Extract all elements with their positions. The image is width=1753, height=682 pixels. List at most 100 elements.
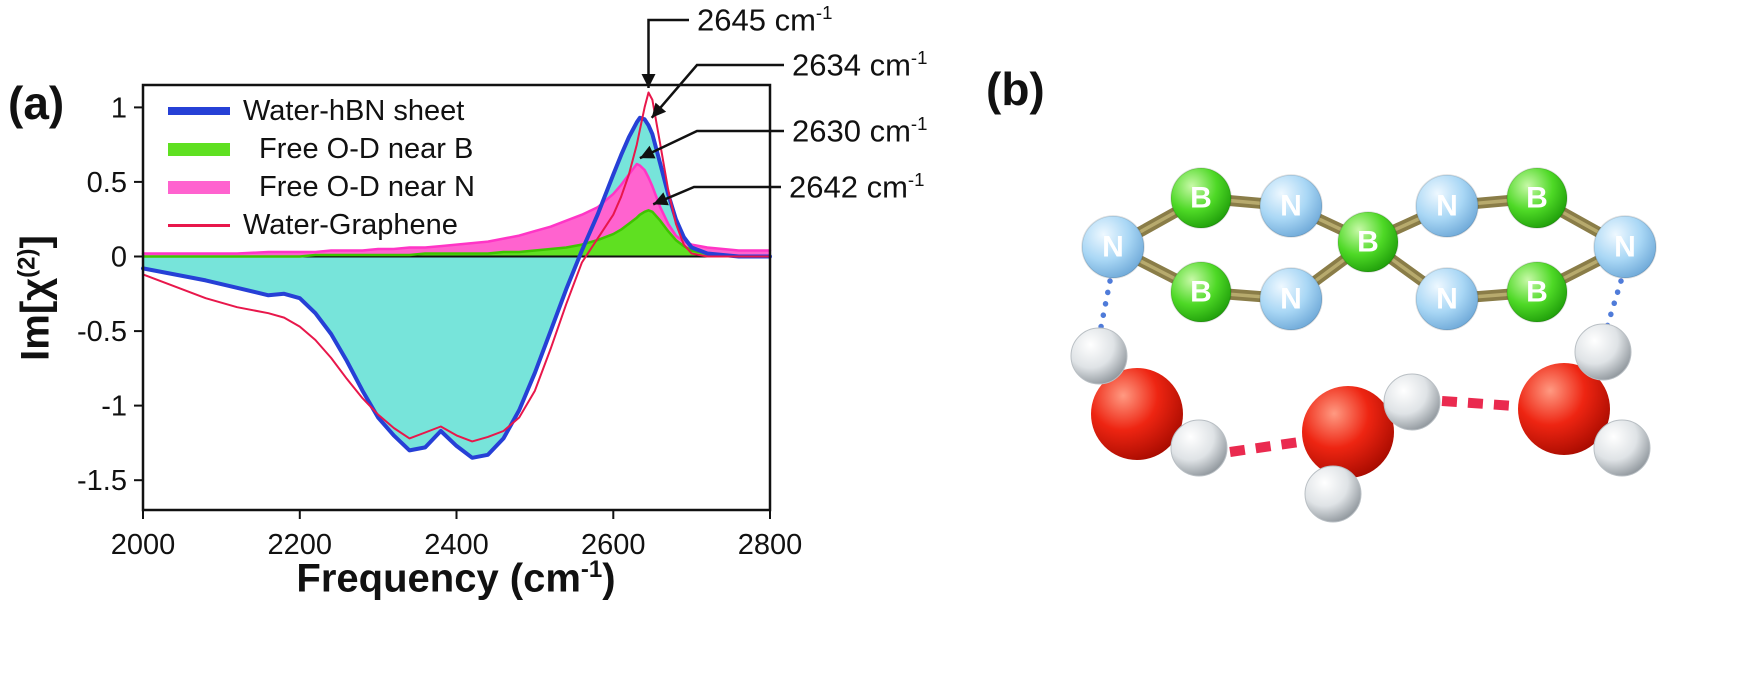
oxygen-atom (1518, 363, 1610, 455)
hydrogen-atom (1170, 419, 1228, 477)
legend-swatch-water-hbn (168, 107, 230, 115)
legend-swatch-free-od-b (168, 142, 230, 156)
annotation-arrow (641, 18, 689, 88)
y-axis-title-base: Im[χ (13, 277, 58, 361)
legend-label-water-graphene: Water-Graphene (243, 208, 458, 241)
y-tick-label: -0.5 (77, 316, 127, 348)
x-tick-label: 2000 (111, 529, 176, 561)
atom-label-N: N (1102, 231, 1124, 264)
x-tick-label: 2800 (738, 529, 803, 561)
water-water-hydrogen-bond (1441, 396, 1516, 411)
b-n-bond (1362, 236, 1453, 305)
atom-B (1506, 167, 1568, 229)
atom-B (1337, 211, 1399, 273)
atom-B (1170, 167, 1232, 229)
peak-annotation-text: 2642 cm (789, 169, 908, 205)
legend-label-water-hbn: Water-hBN sheet (243, 94, 465, 127)
hydrogen-atom (1304, 465, 1362, 523)
legend-item-water-hbn: Water-hBN sheet (168, 92, 475, 130)
peak-annotation-2634: 2634 cm-1 (792, 47, 927, 83)
atom-label-B: B (1357, 226, 1379, 259)
y-tick-label: 1 (111, 92, 127, 124)
panel-a-label: (a) (8, 77, 65, 129)
atom-label-B: B (1190, 182, 1212, 215)
y-axis-title-sup: (2) (13, 248, 41, 278)
b-n-bond (1107, 192, 1207, 253)
peak-annotation-sup: -1 (910, 47, 928, 68)
atom-N (1593, 215, 1657, 279)
atom-label-N: N (1614, 231, 1636, 264)
b-n-bond (1441, 286, 1543, 305)
legend-item-free-od-b: Free O-D near B (168, 130, 475, 168)
annotation-arrow (650, 63, 784, 119)
atom-label-B: B (1190, 276, 1212, 309)
atom-label-N: N (1436, 190, 1458, 223)
b-n-bond-highlight (1111, 245, 1203, 294)
atom-N (1415, 174, 1479, 238)
b-n-bond-highlight (1366, 240, 1449, 301)
atom-label-B: B (1526, 276, 1548, 309)
b-n-bond (1195, 286, 1297, 305)
x-axis-title: Frequency (cm-1) (296, 556, 615, 601)
x-axis-title-close: ) (602, 556, 616, 601)
hydrogen-atom (1070, 327, 1128, 385)
legend-item-water-graphene: Water-Graphene (168, 206, 475, 244)
x-axis-title-sup: -1 (580, 556, 603, 583)
legend: Water-hBN sheet Free O-D near B Free O-D… (168, 92, 475, 244)
b-n-bond-highlight (1289, 240, 1370, 301)
peak-annotation-text: 2630 cm (792, 113, 911, 149)
peak-annotation-sup: -1 (815, 2, 833, 23)
b-n-bond-highlight (1535, 245, 1627, 294)
b-n-bond (1285, 236, 1374, 305)
b-n-bond-highlight (1111, 196, 1203, 249)
hydrogen-atom (1574, 323, 1632, 381)
b-n-bond (1195, 192, 1297, 212)
atom-label-N: N (1436, 283, 1458, 316)
b-n-bond-highlight (1199, 290, 1293, 301)
y-tick-label: 0.5 (87, 167, 127, 199)
panel-b-label: (b) (986, 63, 1045, 115)
atom-B (1506, 261, 1568, 323)
atom-N (1259, 267, 1323, 331)
y-axis-title: Im[χ(2)] (13, 235, 58, 361)
b-n-bond-highlight (1199, 196, 1293, 208)
atom-label-N: N (1280, 190, 1302, 223)
b-n-bond-highlight (1445, 196, 1539, 208)
n-water-hydrogen-bond (1098, 278, 1113, 330)
oxygen-atom (1302, 386, 1394, 478)
y-axis-title-close: ] (13, 235, 58, 249)
legend-label-free-od-n: Free O-D near N (259, 170, 475, 203)
legend-item-free-od-n: Free O-D near N (168, 168, 475, 206)
b-n-bond (1285, 200, 1374, 248)
y-tick-label: -1 (101, 391, 127, 423)
peak-annotation-text: 2634 cm (792, 47, 911, 83)
atom-label-B: B (1526, 182, 1548, 215)
b-n-bond (1107, 241, 1207, 298)
atom-B (1170, 261, 1232, 323)
y-tick-label: 0 (111, 242, 127, 274)
peak-annotation-sup: -1 (910, 113, 928, 134)
legend-label-free-od-b: Free O-D near B (259, 132, 474, 165)
x-axis-title-base: Frequency (cm (296, 556, 581, 601)
peak-annotation-2642: 2642 cm-1 (789, 169, 924, 205)
atom-N (1259, 174, 1323, 238)
b-n-bond (1441, 192, 1543, 212)
legend-swatch-free-od-n (168, 180, 230, 194)
oxygen-atom (1091, 368, 1183, 460)
b-n-bond (1362, 200, 1453, 248)
atom-N (1415, 267, 1479, 331)
b-n-bond-highlight (1366, 204, 1449, 244)
atom-N (1081, 215, 1145, 279)
hydrogen-atom (1593, 419, 1651, 477)
y-tick-label: -1.5 (77, 465, 127, 497)
b-n-bond-highlight (1445, 290, 1539, 301)
annotation-arrow (639, 129, 784, 160)
legend-swatch-water-graphene (168, 223, 230, 227)
b-n-bond-highlight (1289, 204, 1370, 244)
peak-annotation-2645: 2645 cm-1 (697, 2, 832, 38)
peak-annotation-sup: -1 (907, 169, 925, 190)
b-n-bond (1531, 241, 1631, 298)
b-n-bond (1531, 192, 1631, 253)
atom-label-N: N (1280, 283, 1302, 316)
